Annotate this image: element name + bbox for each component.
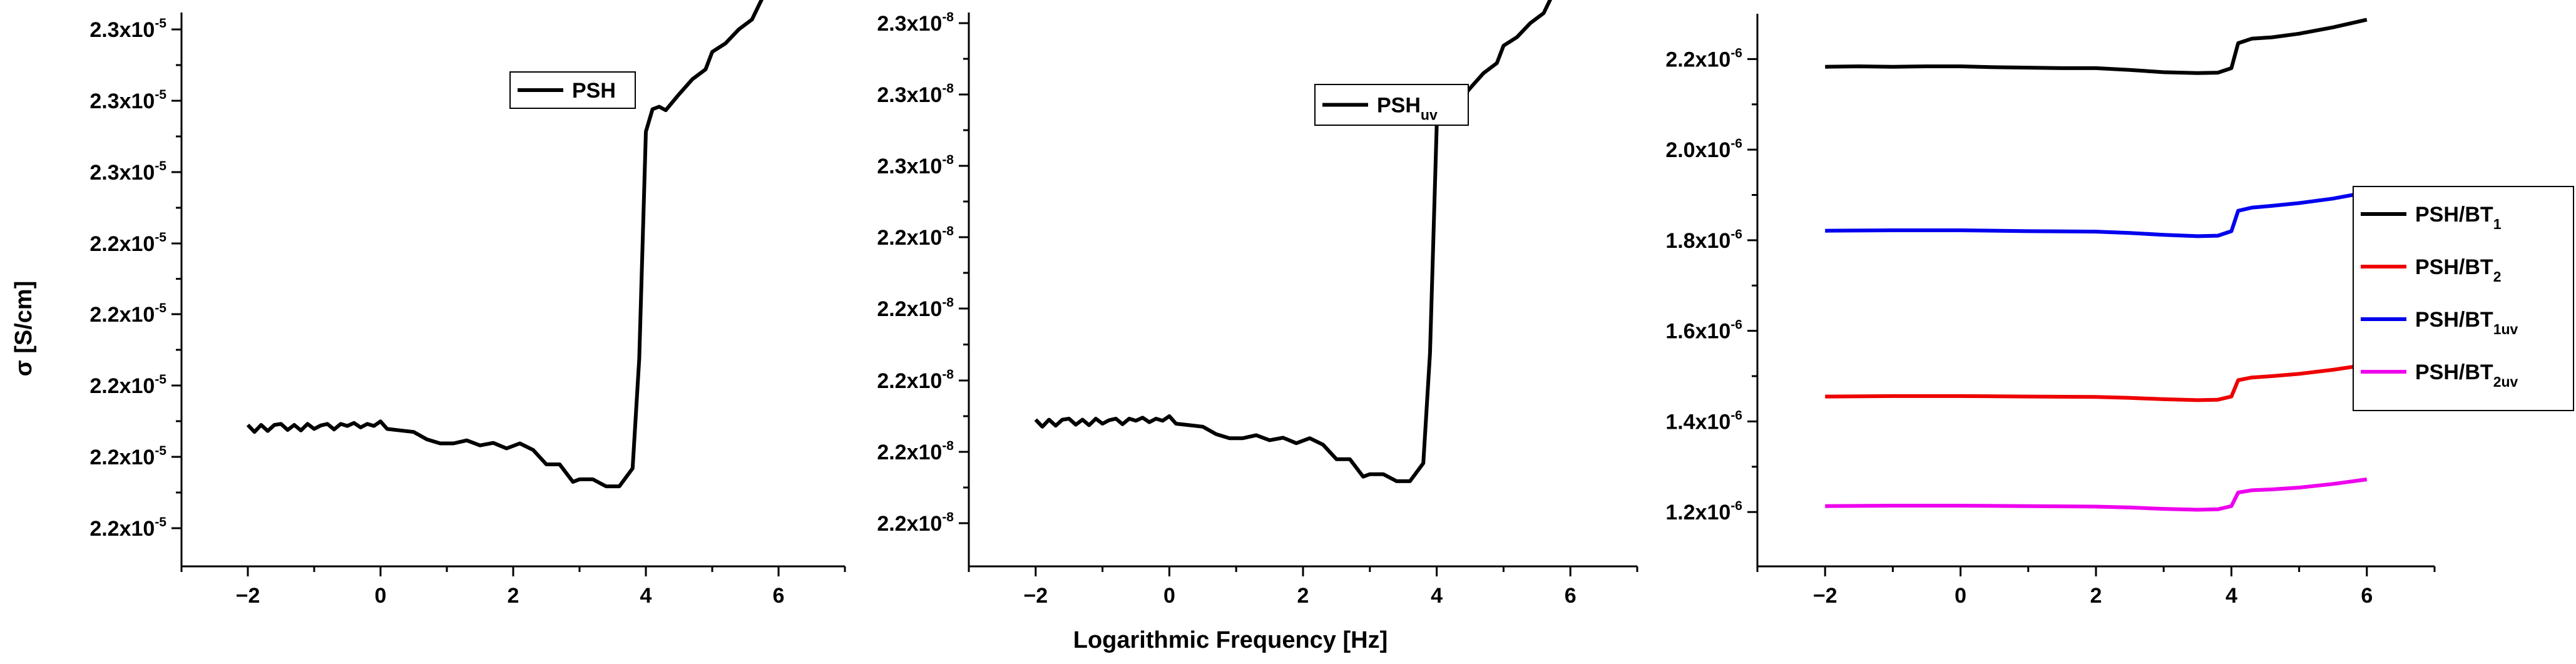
x-tick-label: 0 bbox=[375, 584, 387, 608]
y-tick-label: 2.3x10-8 bbox=[877, 10, 954, 36]
x-tick-label: −2 bbox=[1023, 584, 1048, 608]
series-line bbox=[1034, 0, 1553, 483]
x-tick-label: 2 bbox=[508, 584, 519, 608]
legend-label: PSH/BT1uv bbox=[2415, 308, 2518, 337]
x-tick-label: 0 bbox=[1163, 584, 1175, 608]
y-tick-label: 2.3x10-5 bbox=[89, 88, 166, 113]
y-tick-label: 2.2x10-5 bbox=[89, 515, 166, 541]
y-axis-label: σ [S/cm] bbox=[11, 281, 37, 377]
y-tick-label: 2.3x10-8 bbox=[877, 153, 954, 178]
series-line bbox=[1825, 18, 2368, 75]
series-line bbox=[1825, 478, 2368, 512]
legend-label: PSH bbox=[572, 79, 616, 103]
y-tick-label: 2.2x10-5 bbox=[89, 444, 166, 469]
y-tick-label: 1.8x10-6 bbox=[1665, 227, 1742, 253]
chart-panel-2: −2 0 2 4 6 2.3x10-8 2.3x10-8 2.3x10-8 2.2x10-8 2.… bbox=[877, 0, 1638, 608]
legend-label: PSH/BT1 bbox=[2415, 203, 2502, 232]
series-line bbox=[1825, 192, 2361, 238]
y-tick-label: 2.2x10-5 bbox=[89, 301, 166, 327]
legend-label: PSH/BT2 bbox=[2415, 255, 2501, 285]
x-tick-label: 6 bbox=[773, 584, 785, 608]
x-tick-label: 6 bbox=[1565, 584, 1577, 608]
y-tick-label: 2.0x10-6 bbox=[1665, 136, 1742, 162]
x-tick-label: 4 bbox=[640, 584, 652, 608]
x-tick-label: −2 bbox=[236, 584, 260, 608]
y-tick-label: 1.6x10-6 bbox=[1665, 318, 1742, 344]
y-tick-label: 2.3x10-8 bbox=[877, 81, 954, 107]
chart-panel-3: −2 0 2 4 6 1.2x10-6 1.4x10-6 1.6x10-6 1.8x10-6 2.… bbox=[1665, 14, 2574, 608]
legend-label: PSHuv bbox=[1377, 94, 1438, 123]
x-tick-label: 4 bbox=[2226, 584, 2237, 608]
y-tick-label: 2.2x10-8 bbox=[877, 510, 954, 536]
x-tick-label: 4 bbox=[1431, 584, 1443, 608]
y-tick-label: 1.4x10-6 bbox=[1665, 408, 1742, 434]
chart-panel-1: −2 0 2 4 6 2.3x10-5 2.3x10-5 2.3x10-5 2.2x10-5 2.… bbox=[89, 0, 846, 608]
x-axis-label: Logarithmic Frequency [Hz] bbox=[1073, 627, 1388, 653]
y-tick-label: 2.2x10-8 bbox=[877, 224, 954, 250]
y-tick-label: 2.2x10-8 bbox=[877, 439, 954, 464]
y-tick-label: 2.2x10-5 bbox=[89, 230, 166, 256]
x-tick-label: 2 bbox=[2090, 584, 2102, 608]
y-tick-label: 2.2x10-6 bbox=[1665, 46, 1742, 71]
x-tick-label: 0 bbox=[1955, 584, 1966, 608]
y-tick-label: 2.2x10-8 bbox=[877, 295, 954, 321]
x-tick-label: 6 bbox=[2361, 584, 2373, 608]
x-tick-label: 2 bbox=[1297, 584, 1309, 608]
y-tick-label: 2.2x10-5 bbox=[89, 372, 166, 398]
x-tick-label: −2 bbox=[1813, 584, 1837, 608]
y-tick-label: 2.3x10-5 bbox=[89, 16, 166, 42]
y-tick-label: 2.3x10-5 bbox=[89, 159, 166, 185]
y-tick-label: 1.2x10-6 bbox=[1665, 499, 1742, 524]
series-line bbox=[246, 0, 764, 489]
series-line bbox=[1825, 362, 2368, 402]
y-tick-label: 2.2x10-8 bbox=[877, 367, 954, 393]
legend-label: PSH/BT2uv bbox=[2415, 360, 2518, 390]
